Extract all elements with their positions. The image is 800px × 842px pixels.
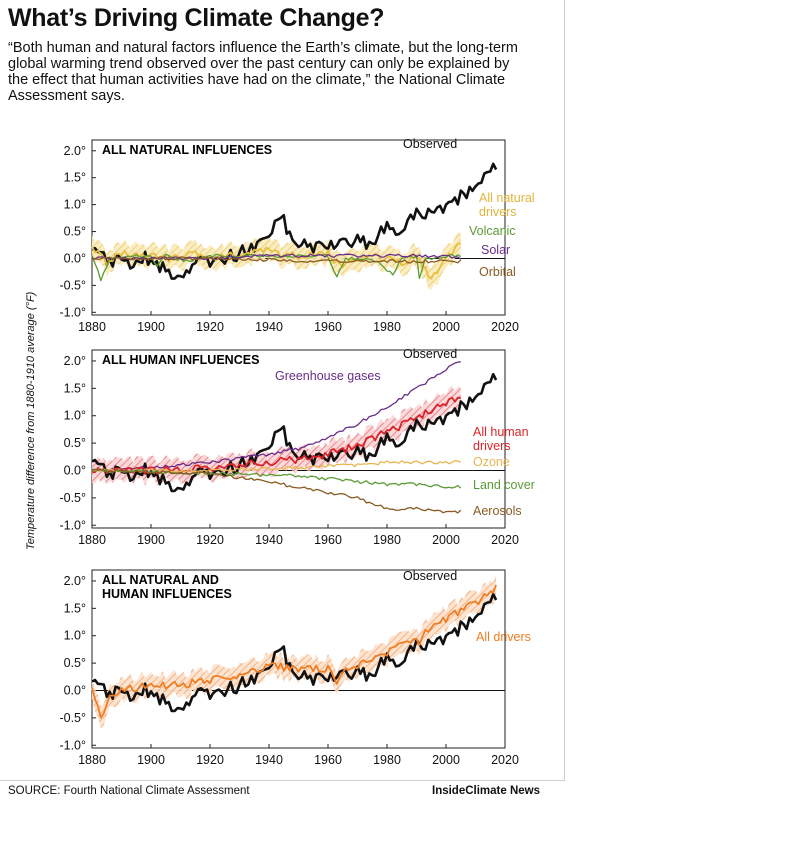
series-line-observed	[91, 372, 498, 493]
y-tick-label: -1.0°	[59, 518, 86, 532]
x-tick-label: 1880	[78, 753, 106, 767]
panel-title: ALL NATURAL INFLUENCES	[102, 143, 272, 157]
series-label-volcanic: Volcanic	[469, 224, 516, 238]
series-line-all-natural-drivers	[91, 242, 461, 280]
y-tick-label: 2.0°	[64, 144, 86, 158]
x-tick-label: 1880	[78, 320, 106, 334]
x-tick-label: 1900	[137, 753, 165, 767]
y-tick-label: 1.0°	[64, 409, 86, 423]
x-tick-label: 1920	[196, 320, 224, 334]
y-tick-label: -0.5°	[59, 491, 86, 505]
panel-frame	[91, 139, 506, 316]
x-tick-label: 2000	[432, 753, 460, 767]
x-tick-label: 1960	[314, 753, 342, 767]
series-line-all-drivers	[91, 584, 497, 719]
y-tick-label: 1.5°	[64, 601, 86, 615]
y-tick-label: 0.0°	[64, 251, 86, 265]
panel-title: HUMAN INFLUENCES	[102, 587, 232, 601]
band-all-drivers	[92, 573, 497, 729]
credit-note: InsideClimate News	[432, 785, 541, 797]
series-line-ozone	[91, 459, 462, 473]
x-tick-label: 1900	[137, 533, 165, 547]
source-note: SOURCE: Fourth National Climate Assessme…	[8, 785, 250, 797]
series-label-greenhouse-gases: Greenhouse gases	[275, 369, 381, 383]
x-tick-label: 1960	[314, 533, 342, 547]
x-tick-label: 1880	[78, 533, 106, 547]
x-tick-label: 1980	[373, 753, 401, 767]
y-axis-label: Temperature difference from 1880-1910 av…	[25, 291, 37, 550]
x-tick-label: 2020	[491, 533, 519, 547]
series-line-observed	[91, 162, 498, 280]
x-tick-label: 1920	[196, 533, 224, 547]
series-label-orbital: Orbital	[479, 265, 516, 279]
series-label-observed: Observed	[403, 347, 457, 361]
charts-svg: Temperature difference from 1880-1910 av…	[25, 137, 535, 767]
page-subtitle: “Both human and natural factors influenc…	[8, 40, 518, 104]
panel-title: ALL NATURAL AND	[102, 573, 219, 587]
series-label-all-natural-drivers: All natural drivers	[479, 191, 535, 219]
y-tick-label: -1.0°	[59, 738, 86, 752]
y-tick-label: -1.0°	[59, 305, 86, 319]
y-tick-label: -0.5°	[59, 278, 86, 292]
y-tick-label: 2.0°	[64, 574, 86, 588]
series-label-all-human-drivers: All human drivers	[473, 425, 529, 453]
x-tick-label: 1920	[196, 753, 224, 767]
x-tick-label: 1940	[255, 320, 283, 334]
series-label-observed: Observed	[403, 569, 457, 583]
y-tick-label: 0.5°	[64, 436, 86, 450]
series-line-solar	[91, 253, 462, 261]
infographic-frame: What’s Driving Climate Change? “Both hum…	[8, 0, 565, 780]
y-tick-label: 0.5°	[64, 656, 86, 670]
y-tick-label: 1.0°	[64, 198, 86, 212]
x-tick-label: 1900	[137, 320, 165, 334]
y-tick-label: 0.5°	[64, 225, 86, 239]
page-title: What’s Driving Climate Change?	[8, 4, 385, 32]
y-tick-label: 1.5°	[64, 171, 86, 185]
panel-frame	[91, 569, 506, 749]
y-tick-label: 1.5°	[64, 381, 86, 395]
series-label-solar: Solar	[481, 243, 510, 257]
x-tick-label: 1980	[373, 320, 401, 334]
series-line-all-human-drivers	[91, 396, 461, 475]
series-line-orbital	[91, 256, 462, 264]
series-line-land-cover	[91, 468, 462, 489]
y-tick-label: -0.5°	[59, 711, 86, 725]
series-label-land-cover: Land cover	[473, 478, 535, 492]
x-tick-label: 2000	[432, 320, 460, 334]
x-tick-label: 2000	[432, 533, 460, 547]
panel-title: ALL HUMAN INFLUENCES	[102, 353, 259, 367]
footer-divider	[0, 780, 565, 781]
band-all-human-drivers	[92, 386, 461, 487]
series-line-observed	[91, 592, 498, 713]
y-tick-label: 1.0°	[64, 629, 86, 643]
x-tick-label: 1940	[255, 533, 283, 547]
series-label-observed: Observed	[403, 137, 457, 151]
series-label-all-drivers: All drivers	[476, 630, 531, 644]
panel-1: 2.0° 1.5° 1.0° 0.5° 0.0° -0.5° -1.0°1880 1900 19…	[59, 137, 534, 334]
x-tick-label: 2020	[491, 753, 519, 767]
y-tick-label: 0.0°	[64, 463, 86, 477]
series-label-ozone: Ozone	[473, 455, 510, 469]
x-tick-label: 1980	[373, 533, 401, 547]
x-tick-label: 1940	[255, 753, 283, 767]
series-line-aerosols	[91, 468, 462, 514]
x-tick-label: 1960	[314, 320, 342, 334]
x-tick-label: 2020	[491, 320, 519, 334]
panel-2: 2.0° 1.5° 1.0° 0.5° 0.0° -0.5° -1.0°1880 1900 19…	[59, 347, 534, 547]
y-tick-label: 0.0°	[64, 683, 86, 697]
panel-3: 2.0° 1.5° 1.0° 0.5° 0.0° -0.5° -1.0°1880 1900 19…	[59, 569, 530, 767]
y-tick-label: 2.0°	[64, 354, 86, 368]
series-label-aerosols: Aerosols	[473, 504, 522, 518]
panel-frame	[91, 349, 506, 529]
